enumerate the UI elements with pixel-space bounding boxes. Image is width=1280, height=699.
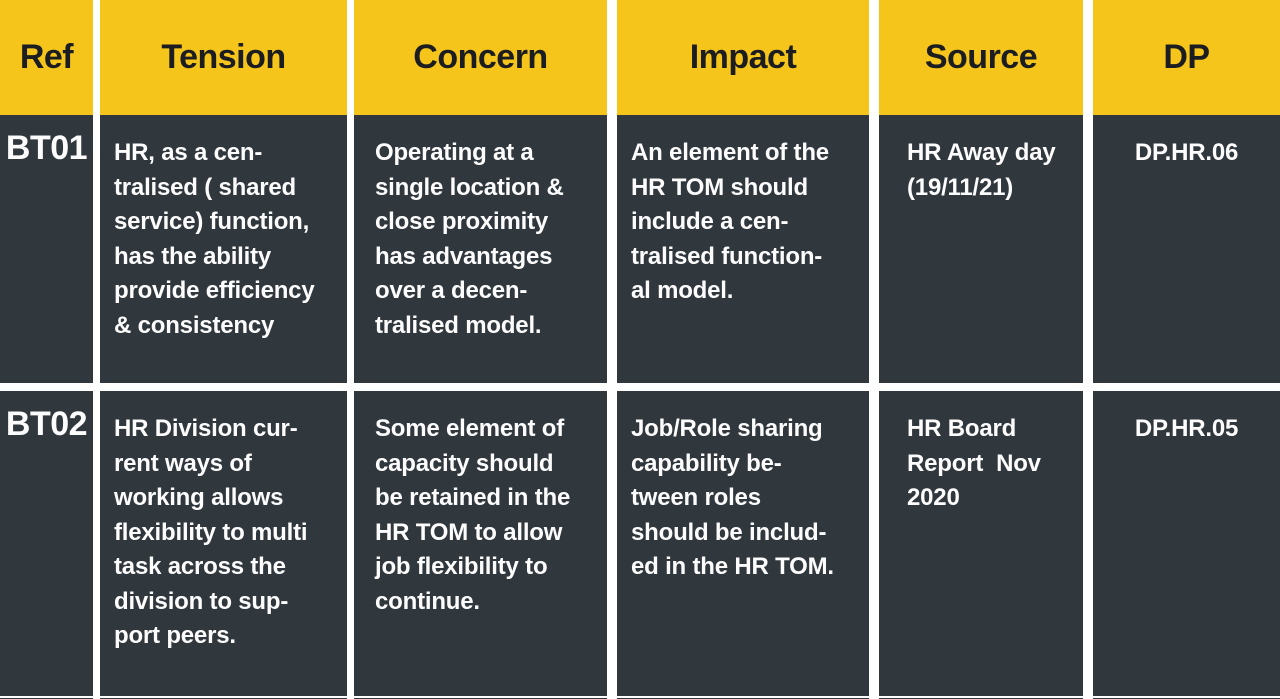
cell-bt01-tension: HR, as a cen- tralised ( shared service)… — [100, 115, 347, 383]
cell-bt02-source: HR Board Report Nov 2020 — [879, 391, 1083, 696]
header-cell-dp: DP — [1093, 0, 1280, 115]
header-cell-tension: Tension — [100, 0, 347, 115]
header-cell-impact: Impact — [617, 0, 869, 115]
cell-bt02-ref: BT02 — [0, 391, 93, 696]
cell-bt02-dp: DP.HR.05 — [1093, 391, 1280, 696]
header-cell-concern: Concern — [354, 0, 607, 115]
cell-bt02-concern: Some element of capacity should be retai… — [354, 391, 607, 696]
cell-bt01-impact: An element of the HR TOM should include … — [617, 115, 869, 383]
cell-bt01-dp: DP.HR.06 — [1093, 115, 1280, 383]
cell-bt02-impact: Job/Role sharing capability be- tween ro… — [617, 391, 869, 696]
cell-bt02-tension: HR Division cur- rent ways of working al… — [100, 391, 347, 696]
header-cell-ref: Ref — [0, 0, 93, 115]
cell-bt01-source: HR Away day (19/11/21) — [879, 115, 1083, 383]
header-cell-source: Source — [879, 0, 1083, 115]
cell-bt01-ref: BT01 — [0, 115, 93, 383]
cell-bt01-concern: Operating at a single location & close p… — [354, 115, 607, 383]
